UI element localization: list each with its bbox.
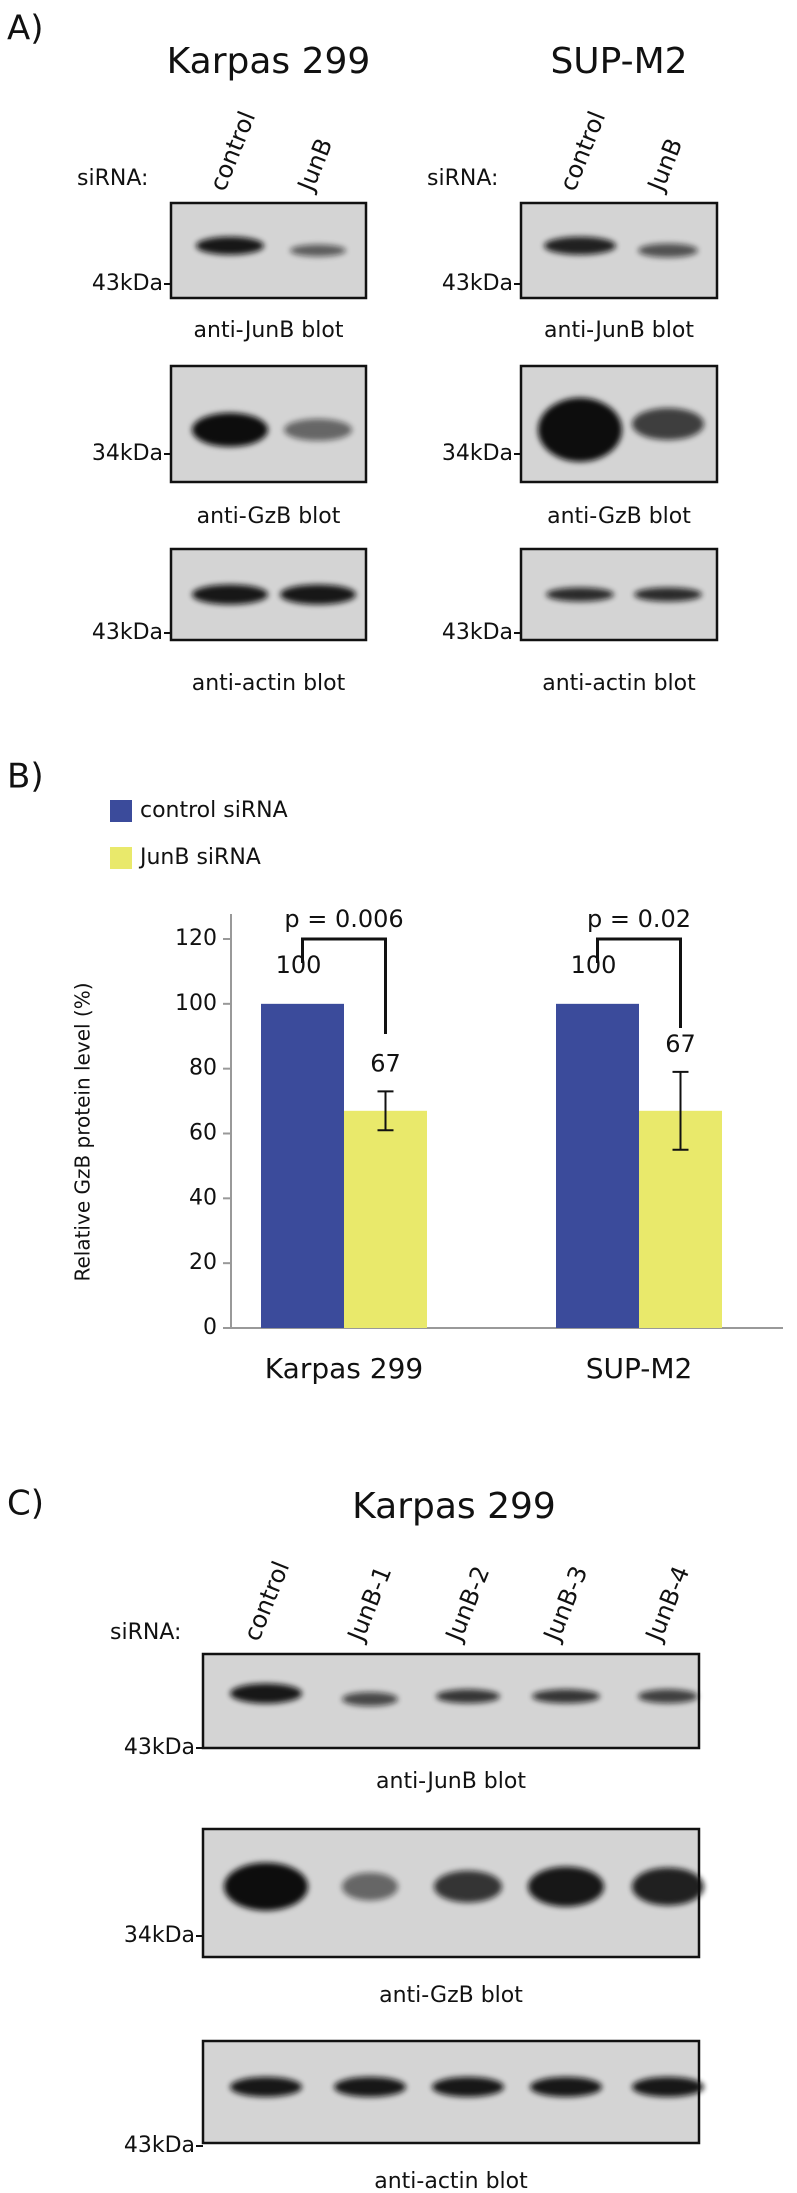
bar xyxy=(556,1003,639,1328)
y-tick-label: 100 xyxy=(175,991,217,1016)
blot-caption: anti-JunB blot xyxy=(376,1769,526,1794)
band xyxy=(432,2076,504,2097)
blot-caption: anti-JunB blot xyxy=(194,318,344,343)
band xyxy=(192,412,268,447)
lane-label: control xyxy=(238,1557,295,1645)
y-tick-label: 20 xyxy=(189,1250,217,1275)
value-label: 100 xyxy=(571,951,617,979)
band xyxy=(192,584,268,605)
blot-caption: anti-GzB blot xyxy=(197,504,341,529)
lane-label: JunB xyxy=(641,134,688,196)
blot-caption: anti-actin blot xyxy=(192,671,346,696)
panel-label: C) xyxy=(7,1484,44,1524)
blot-caption: anti-JunB blot xyxy=(544,318,694,343)
lane-label: JunB-3 xyxy=(537,1562,593,1647)
band xyxy=(538,397,622,462)
lane-label: JunB xyxy=(291,134,338,196)
band xyxy=(224,1862,308,1911)
band xyxy=(342,1692,398,1707)
band xyxy=(632,1867,704,1906)
error-bar xyxy=(672,1070,689,1151)
legend-swatch xyxy=(110,800,132,822)
blot-caption: anti-GzB blot xyxy=(379,1983,523,2008)
band xyxy=(342,1872,398,1901)
lane-label: JunB-2 xyxy=(439,1562,495,1647)
y-tick-label: 60 xyxy=(189,1121,217,1146)
y-tick-label: 40 xyxy=(189,1185,217,1210)
panel-label: B) xyxy=(7,757,44,797)
lane-label: JunB-4 xyxy=(639,1562,695,1647)
band xyxy=(528,1866,604,1907)
blot-caption: anti-actin blot xyxy=(374,2169,528,2193)
marker-label: 43kDa xyxy=(92,271,163,296)
band xyxy=(632,2076,704,2097)
band xyxy=(290,244,346,257)
marker-label: 43kDa xyxy=(124,1735,195,1760)
lane-label: control xyxy=(204,107,261,195)
x-tick-label: SUP-M2 xyxy=(586,1352,693,1385)
lane-label: JunB-1 xyxy=(341,1562,397,1647)
band xyxy=(546,587,614,602)
band xyxy=(638,1689,698,1704)
band xyxy=(532,1689,600,1704)
band xyxy=(284,418,352,441)
y-tick-label: 120 xyxy=(175,926,217,951)
band xyxy=(196,236,264,255)
band xyxy=(230,2076,302,2097)
value-label: 100 xyxy=(276,951,322,979)
value-label: 67 xyxy=(665,1030,696,1058)
panel-title: Karpas 299 xyxy=(352,1486,556,1527)
blot-caption: anti-actin blot xyxy=(542,671,696,696)
group-title: Karpas 299 xyxy=(167,41,371,82)
y-axis-label: Relative GzB protein level (%) xyxy=(71,982,95,1281)
marker-label: 43kDa xyxy=(442,271,513,296)
blot-caption: anti-GzB blot xyxy=(547,504,691,529)
band xyxy=(434,1870,502,1903)
significance-bracket xyxy=(301,937,387,1034)
marker-label: 43kDa xyxy=(442,620,513,645)
group-title: SUP-M2 xyxy=(550,41,687,82)
sirna-label: siRNA: xyxy=(427,166,498,191)
error-bar xyxy=(377,1090,394,1132)
marker-label: 34kDa xyxy=(124,1923,195,1948)
band xyxy=(280,584,356,605)
lane-label: control xyxy=(554,107,611,195)
x-tick-label: Karpas 299 xyxy=(265,1352,423,1385)
p-value: p = 0.006 xyxy=(284,905,403,933)
band xyxy=(230,1683,302,1704)
band xyxy=(632,408,704,440)
band xyxy=(530,2076,602,2097)
legend-label: control siRNA xyxy=(140,798,288,823)
marker-label: 43kDa xyxy=(92,620,163,645)
value-label: 67 xyxy=(370,1049,401,1077)
band xyxy=(334,2076,406,2097)
y-tick-label: 80 xyxy=(189,1056,217,1081)
bar xyxy=(261,1003,344,1328)
marker-label: 43kDa xyxy=(124,2133,195,2158)
band xyxy=(638,243,698,258)
sirna-label: siRNA: xyxy=(110,1620,181,1645)
legend-label: JunB siRNA xyxy=(138,845,261,870)
panel-label: A) xyxy=(7,9,44,49)
legend-swatch xyxy=(110,847,132,869)
y-tick-label: 0 xyxy=(203,1315,217,1340)
band xyxy=(436,1689,500,1704)
band xyxy=(544,236,616,255)
band xyxy=(634,587,702,602)
significance-bracket xyxy=(596,937,682,1028)
marker-label: 34kDa xyxy=(92,441,163,466)
sirna-label: siRNA: xyxy=(77,166,148,191)
marker-label: 34kDa xyxy=(442,441,513,466)
p-value: p = 0.02 xyxy=(587,905,691,933)
bar xyxy=(344,1110,427,1328)
